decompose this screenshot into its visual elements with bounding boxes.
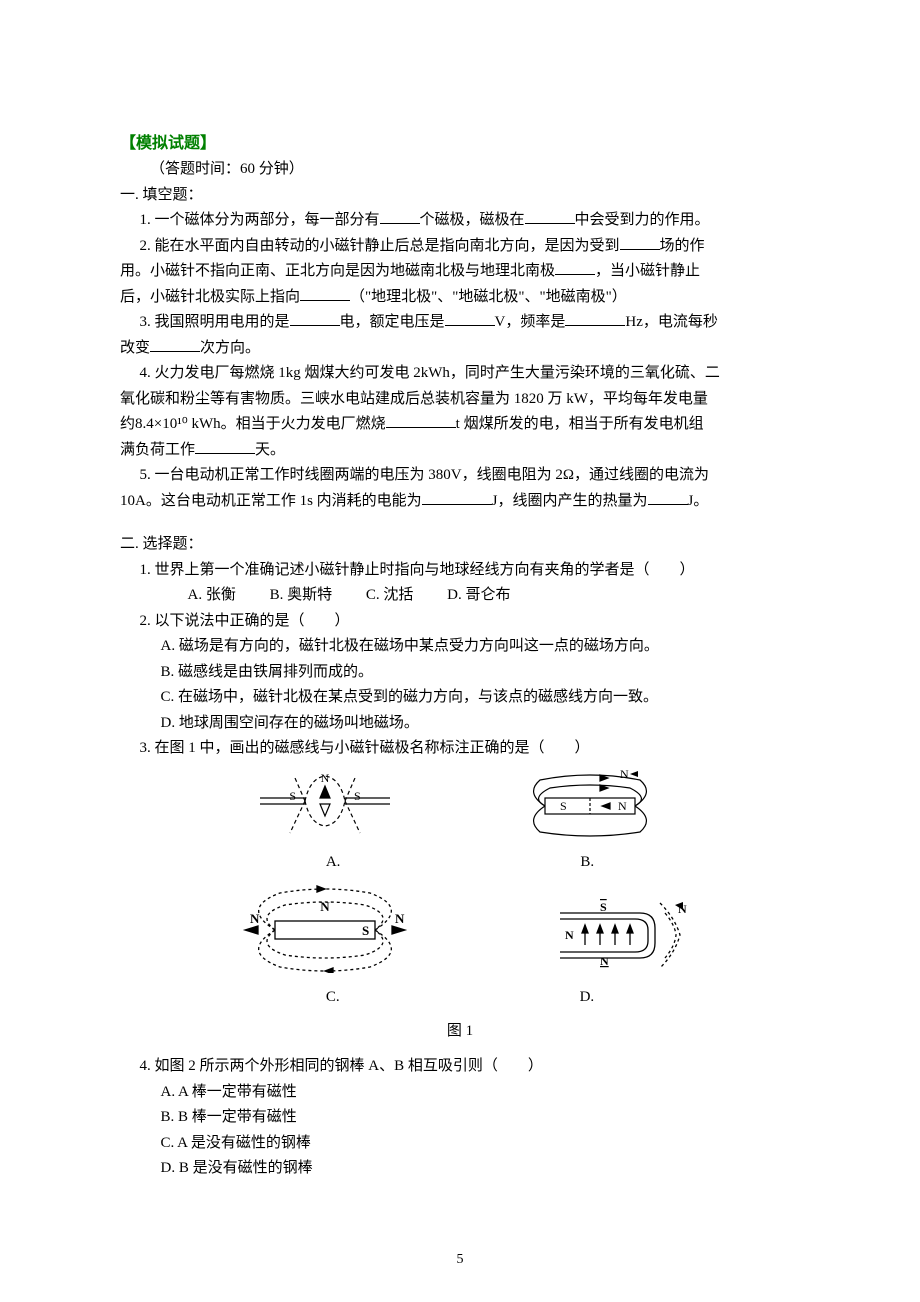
svg-text:N: N	[395, 911, 405, 926]
q1-5-text-d: J。	[688, 493, 709, 509]
q1-4-text-c-pre: 约	[120, 416, 135, 432]
q1-2-text-b: 场的作	[660, 238, 705, 254]
q1-4-text-c-post: 。相当于火力发电厂燃烧	[221, 416, 386, 432]
q1-2-text-e: 后，小磁针北极实际上指向	[120, 289, 300, 305]
time-note: （答题时间：60 分钟）	[120, 157, 800, 183]
svg-text:N: N	[618, 799, 627, 813]
q1-2-text-f: （"地理北极"、"地磁北极"、"地磁南极"）	[350, 289, 627, 305]
svg-text:N: N	[565, 928, 574, 942]
q1-1-text-b: 个磁极，磁极在	[420, 212, 525, 228]
q1-1: 1. 一个磁体分为两部分，每一部分有 个磁极，磁极在 中会受到力的作用。	[120, 208, 800, 234]
q2-4-opt-c[interactable]: C. A 是没有磁性的钢棒	[120, 1131, 800, 1157]
svg-text:N: N	[600, 954, 609, 968]
q2-4-opt-d[interactable]: D. B 是没有磁性的钢棒	[120, 1156, 800, 1182]
svg-text:S: S	[289, 789, 296, 803]
q1-2-line2: 用。小磁针不指向正南、正北方向是因为地磁南北极与地理北南极 ，当小磁针静止	[120, 259, 800, 285]
blank[interactable]	[195, 438, 255, 454]
q2-3-stem: 3. 在图 1 中，画出的磁感线与小磁针磁极名称标注正确的是（ ）	[120, 736, 800, 762]
blank[interactable]	[555, 259, 595, 275]
q1-4-text-f: 天。	[255, 442, 285, 458]
q1-3-line2: 改变 次方向。	[120, 336, 800, 362]
q2-1-opt-c[interactable]: C. 沈括	[366, 583, 414, 609]
q2-1-opt-d[interactable]: D. 哥仑布	[447, 583, 510, 609]
fig1-caption: 图 1	[120, 1019, 800, 1045]
fig1-labels-row1: A. B.	[120, 850, 800, 876]
fig1-c-diagram: N N N S	[230, 883, 420, 973]
q1-2-line1: 2. 能在水平面内自由转动的小磁针静止后总是指向南北方向，是因为受到 场的作	[120, 234, 800, 260]
q2-4-opt-b[interactable]: B. B 棒一定带有磁性	[120, 1105, 800, 1131]
fig1-d-diagram: S N N N	[530, 883, 690, 983]
blank[interactable]	[290, 310, 340, 326]
q1-1-text-c: 中会受到力的作用。	[575, 212, 710, 228]
q1-4-text-d: t 烟煤所发的电，相当于所有发电机组	[456, 416, 704, 432]
q1-3-text-c: V，频率是	[495, 314, 566, 330]
svg-text:S: S	[560, 799, 567, 813]
q1-5-text-b: 10A。这台电动机正常工作 1s 内消耗的电能为	[120, 493, 422, 509]
fig1-labels-row2: C. D.	[120, 985, 800, 1011]
q2-2-opt-d[interactable]: D. 地球周围空间存在的磁场叫地磁场。	[120, 711, 800, 737]
exam-title: 【模拟试题】	[120, 130, 800, 157]
q2-2-opt-a[interactable]: A. 磁场是有方向的，磁针北极在磁场中某点受力方向叫这一点的磁场方向。	[120, 634, 800, 660]
q1-1-text-a: 1. 一个磁体分为两部分，每一部分有	[140, 212, 380, 228]
fig1-label-b: B.	[580, 850, 594, 876]
q1-3-text-e: 改变	[120, 340, 150, 356]
blank[interactable]	[648, 489, 688, 505]
blank[interactable]	[150, 336, 200, 352]
q1-4-formula: 8.4×10¹⁰ kWh	[135, 416, 221, 432]
q2-1-opt-a[interactable]: A. 张衡	[188, 583, 236, 609]
q1-3-text-d: Hz，电流每秒	[625, 314, 718, 330]
q1-4-line3: 约8.4×10¹⁰ kWh。相当于火力发电厂燃烧 t 烟煤所发的电，相当于所有发电…	[120, 412, 800, 438]
q2-1-options: A. 张衡 B. 奥斯特 C. 沈括 D. 哥仑布	[120, 583, 800, 609]
q2-2-stem: 2. 以下说法中正确的是（ ）	[120, 609, 800, 635]
fig1-row2: N N N S S N N N	[120, 883, 800, 983]
q1-4-line1: 4. 火力发电厂每燃烧 1kg 烟煤大约可发电 2kWh，同时产生大量污染环境的…	[120, 361, 800, 387]
fig1-label-d: D.	[580, 985, 595, 1011]
q1-4-line2: 氧化碳和粉尘等有害物质。三峡水电站建成后总装机容量为 1820 万 kW，平均每…	[120, 387, 800, 413]
fig1-label-a: A.	[326, 850, 341, 876]
fig1-b-diagram: N S N	[510, 768, 670, 838]
svg-text:N: N	[321, 771, 330, 785]
svg-text:S: S	[354, 789, 361, 803]
fig1-a-diagram: N S S	[250, 768, 400, 848]
svg-text:N: N	[320, 899, 330, 914]
q1-3-line1: 3. 我国照明用电用的是 电，额定电压是 V，频率是 Hz，电流每秒	[120, 310, 800, 336]
q1-4-line4: 满负荷工作 天。	[120, 438, 800, 464]
blank[interactable]	[380, 208, 420, 224]
blank[interactable]	[620, 234, 660, 250]
q2-4-stem: 4. 如图 2 所示两个外形相同的钢棒 A、B 相互吸引则（ ）	[120, 1054, 800, 1080]
section1-heading: 一. 填空题：	[120, 183, 800, 209]
q2-2-opt-b[interactable]: B. 磁感线是由铁屑排列而成的。	[120, 660, 800, 686]
q1-2-line3: 后，小磁针北极实际上指向 （"地理北极"、"地磁北极"、"地磁南极"）	[120, 285, 800, 311]
svg-text:N: N	[620, 768, 629, 781]
q1-3-text-b: 电，额定电压是	[340, 314, 445, 330]
q2-1-opt-b[interactable]: B. 奥斯特	[270, 583, 333, 609]
q2-1-stem: 1. 世界上第一个准确记述小磁针静止时指向与地球经线方向有夹角的学者是（ ）	[120, 558, 800, 584]
blank[interactable]	[565, 310, 625, 326]
q2-2-opt-c[interactable]: C. 在磁场中，磁针北极在某点受到的磁力方向，与该点的磁感线方向一致。	[120, 685, 800, 711]
svg-text:N: N	[250, 911, 260, 926]
q1-2-text-d: ，当小磁针静止	[595, 263, 700, 279]
fig1-label-c: C.	[326, 985, 340, 1011]
blank[interactable]	[525, 208, 575, 224]
q1-5-text-c: J，线圈内产生的热量为	[492, 493, 648, 509]
q1-3-text-a: 3. 我国照明用电用的是	[140, 314, 290, 330]
blank[interactable]	[386, 412, 456, 428]
q1-2-text-a: 2. 能在水平面内自由转动的小磁针静止后总是指向南北方向，是因为受到	[140, 238, 620, 254]
section2-heading: 二. 选择题：	[120, 532, 800, 558]
q1-2-text-c: 用。小磁针不指向正南、正北方向是因为地磁南北极与地理北南极	[120, 263, 555, 279]
svg-text:S: S	[600, 900, 607, 914]
page-number: 5	[0, 1248, 920, 1272]
blank[interactable]	[422, 489, 492, 505]
q2-4-opt-a[interactable]: A. A 棒一定带有磁性	[120, 1080, 800, 1106]
q1-3-text-f: 次方向。	[200, 340, 260, 356]
fig1-row1: N S S N S N	[120, 768, 800, 848]
q1-4-text-e: 满负荷工作	[120, 442, 195, 458]
q1-5-line2: 10A。这台电动机正常工作 1s 内消耗的电能为 J，线圈内产生的热量为 J。	[120, 489, 800, 515]
q1-5-line1: 5. 一台电动机正常工作时线圈两端的电压为 380V，线圈电阻为 2Ω，通过线圈…	[120, 463, 800, 489]
page: 【模拟试题】 （答题时间：60 分钟） 一. 填空题： 1. 一个磁体分为两部分…	[0, 0, 920, 1302]
blank[interactable]	[300, 285, 350, 301]
svg-text:S: S	[362, 923, 369, 938]
blank[interactable]	[445, 310, 495, 326]
